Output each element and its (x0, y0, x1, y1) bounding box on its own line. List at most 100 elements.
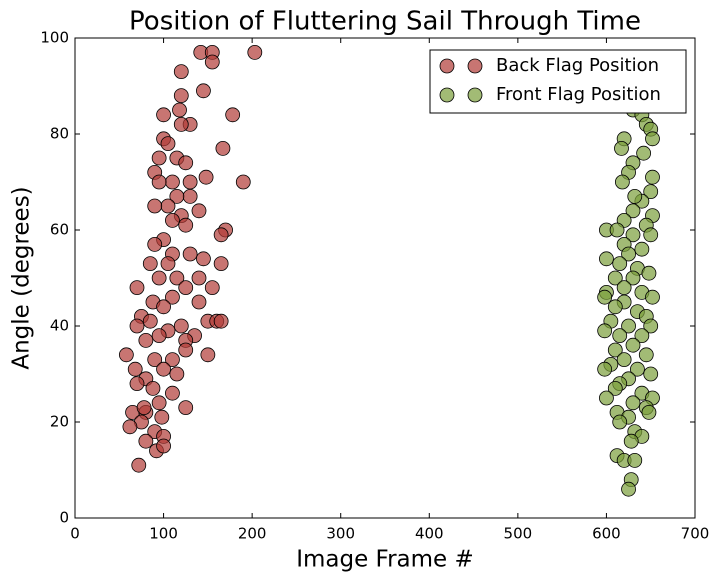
scatter-point (118, 347, 134, 363)
scatter-point (645, 289, 660, 305)
scatter-point (156, 107, 171, 123)
x-tick-label: 300 (326, 525, 355, 543)
scatter-point (151, 174, 167, 190)
scatter-point (136, 400, 152, 416)
scatter-point (607, 299, 623, 315)
scatter-point (638, 347, 654, 363)
scatter-point (612, 256, 628, 272)
scatter-point (621, 481, 636, 497)
scatter-point (627, 188, 643, 204)
scatter-point (643, 318, 659, 334)
scatter-point (191, 270, 207, 286)
scatter-point (213, 313, 229, 329)
scatter-point (204, 54, 220, 70)
scatter-point (616, 352, 632, 368)
scatter-point (165, 289, 180, 305)
scatter-point (151, 270, 167, 286)
scatter-point (151, 328, 167, 344)
scatter-point (129, 280, 145, 296)
scatter-point (247, 45, 263, 60)
scatter-point (156, 361, 171, 377)
scatter-point (147, 352, 163, 368)
scatter-point (173, 64, 189, 79)
scatter-point (607, 270, 623, 286)
scatter-point (142, 256, 158, 272)
scatter-point (215, 140, 231, 156)
y-tick-label: 40 (50, 317, 69, 335)
y-tick-label: 100 (40, 29, 69, 47)
y-axis-label: Angle (degrees) (9, 186, 35, 369)
scatter-point (196, 251, 211, 267)
scatter-point (178, 155, 194, 171)
scatter-point (131, 457, 147, 473)
scatter-point (625, 227, 641, 243)
scatter-point (200, 347, 216, 363)
scatter-point (160, 136, 176, 152)
scatter-point (129, 318, 145, 334)
x-axis-label: Image Frame # (296, 547, 474, 573)
scatter-point (634, 328, 650, 344)
scatter-point (614, 174, 630, 190)
scatter-point (643, 366, 659, 382)
scatter-point (151, 395, 167, 411)
scatter-point (641, 404, 657, 420)
scatter-point (156, 299, 171, 315)
legend-marker (467, 87, 483, 103)
scatter-point (191, 203, 207, 219)
scatter-point (612, 414, 628, 430)
scatter-point (609, 222, 625, 238)
x-tick-label: 200 (238, 525, 267, 543)
scatter-point (643, 184, 659, 200)
scatter-point (597, 289, 613, 305)
y-tick-label: 0 (59, 509, 69, 527)
scatter-point (597, 323, 613, 339)
scatter-point (182, 188, 198, 204)
scatter-point (607, 380, 623, 396)
x-tick-label: 100 (149, 525, 178, 543)
scatter-point (198, 169, 214, 185)
scatter-point (173, 88, 189, 103)
scatter-point (182, 246, 198, 262)
scatter-point (127, 361, 143, 377)
scatter-point (612, 328, 628, 344)
scatter-point (138, 332, 154, 348)
scatter-point (625, 337, 641, 353)
scatter-point (182, 174, 198, 190)
scatter-point (122, 419, 138, 435)
scatter-point (178, 280, 194, 296)
legend-label: Back Flag Position (496, 55, 659, 76)
scatter-point (147, 236, 163, 252)
scatter-point (636, 145, 652, 161)
scatter-point (597, 361, 613, 377)
scatter-point (599, 390, 614, 406)
scatter-point (156, 438, 171, 454)
scatter-point (643, 227, 659, 243)
scatter-point (160, 256, 176, 272)
scatter-point (621, 318, 636, 334)
scatter-point (641, 265, 657, 281)
scatter-point (645, 169, 660, 185)
y-tick-label: 80 (50, 125, 69, 143)
scatter-point (173, 318, 189, 334)
scatter-point (178, 217, 194, 233)
scatter-point (178, 342, 194, 358)
scatter-point (145, 380, 161, 396)
x-tick-label: 0 (70, 525, 80, 543)
scatter-point (172, 102, 187, 118)
scatter-point (191, 294, 207, 310)
scatter-point (625, 203, 641, 219)
scatter-point (147, 198, 163, 214)
scatter-point (169, 270, 185, 286)
y-tick-label: 60 (50, 221, 69, 239)
scatter-point (623, 433, 639, 449)
scatter-point (630, 361, 645, 377)
scatter-point (165, 352, 180, 368)
scatter-point (138, 433, 154, 449)
scatter-point (607, 342, 623, 358)
x-tick-label: 500 (504, 525, 533, 543)
scatter-point (160, 198, 176, 214)
legend-marker (439, 58, 455, 74)
plot-frame (74, 37, 696, 519)
scatter-point (616, 280, 632, 296)
